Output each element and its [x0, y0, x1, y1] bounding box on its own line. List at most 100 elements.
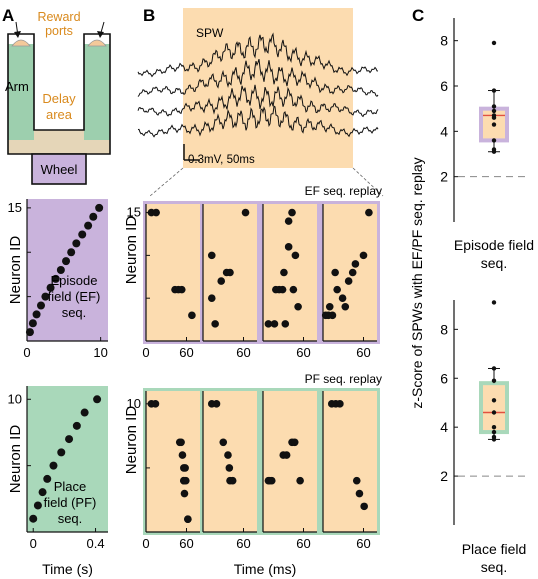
y-axis-label: Neuron ID — [7, 236, 24, 305]
scale-bar-label: 0.3mV, 50ms — [188, 154, 255, 166]
x-tick-label: 10 — [93, 345, 107, 360]
event-window — [263, 391, 317, 532]
y-tick-label: 8 — [440, 33, 448, 49]
y-tick-label: 10 — [127, 396, 141, 411]
data-point — [84, 221, 93, 230]
replay-event: 60 — [200, 201, 260, 360]
y-tick-label: 4 — [440, 419, 448, 435]
delay-label-line2: area — [46, 107, 73, 122]
x-axis-label: Time (s) — [42, 561, 93, 577]
data-point — [491, 40, 497, 46]
reward-label-line1: Reward — [37, 10, 80, 24]
spike-point — [341, 302, 350, 311]
left-arm-base — [8, 140, 34, 154]
replay-title: EF seq. replay — [305, 184, 382, 198]
data-point — [491, 149, 497, 154]
data-point — [93, 395, 102, 404]
spike-point — [267, 476, 276, 485]
y-tick-label: 2 — [440, 169, 448, 185]
annotation-line: Place — [54, 479, 87, 494]
spike-point — [152, 208, 160, 217]
spike-point — [211, 320, 219, 328]
data-point — [57, 448, 66, 457]
data-point — [29, 514, 38, 523]
spike-point — [331, 268, 339, 277]
y-tick-label: 6 — [440, 370, 448, 386]
annotation-line: seq. — [58, 511, 83, 526]
spike-point — [217, 277, 226, 285]
replay-event: 0 60 15 — [127, 201, 203, 360]
maze-diagram: Reward ports Arm Delay area Wheel — [5, 10, 111, 185]
data-point — [491, 366, 497, 371]
spike-point — [284, 217, 293, 225]
x-axis-label: seq. — [481, 255, 507, 271]
y-tick-label: 8 — [440, 321, 448, 337]
replay-event: 60 — [320, 388, 380, 551]
reward-label-line2: ports — [45, 24, 73, 38]
spike-point — [241, 208, 250, 217]
data-point — [43, 474, 52, 483]
lfp-trace — [137, 58, 379, 97]
zoom-guide-right — [352, 167, 384, 197]
data-point — [62, 257, 71, 266]
y-tick-label: 4 — [440, 123, 448, 139]
x-axis-label: Time (ms) — [234, 561, 296, 577]
replay-title: PF seq. replay — [305, 372, 382, 386]
spike-point — [333, 285, 341, 294]
data-point — [38, 488, 47, 497]
right-arm-base — [84, 140, 110, 154]
event-window — [323, 391, 377, 532]
x-tick-label: 60 — [296, 536, 310, 551]
spike-point — [328, 311, 337, 320]
replay-event: 60 — [320, 201, 380, 360]
spike-point — [278, 285, 287, 294]
event-window — [203, 391, 257, 532]
spike-point — [351, 260, 360, 268]
data-point — [56, 266, 65, 274]
zoom-guide-left — [149, 167, 184, 197]
spike-point — [288, 208, 296, 217]
annotation-line: seq. — [62, 305, 87, 320]
x-tick-label: 0 — [23, 345, 30, 360]
x-tick-label: 60 — [179, 345, 193, 360]
panel-label-c: C — [412, 6, 424, 25]
annotation-line: field (PF) — [44, 495, 97, 510]
spike-point — [177, 285, 186, 294]
spike-point — [177, 438, 185, 447]
spike-point — [338, 294, 347, 302]
data-point — [65, 435, 74, 444]
reward-port-left — [11, 39, 31, 47]
spike-point — [181, 464, 189, 472]
data-point — [491, 138, 497, 143]
data-point — [491, 108, 497, 114]
x-axis-label: Place field — [462, 541, 527, 557]
boxplot-ef-zscore: 2 4 6 8 Episode field seq. — [440, 18, 534, 271]
x-tick-label: 60 — [356, 345, 370, 360]
data-point — [25, 328, 34, 337]
event-window — [146, 204, 200, 341]
y-tick-label: 6 — [440, 78, 448, 94]
box-iqr — [483, 385, 505, 431]
spike-point — [352, 476, 361, 485]
data-point — [49, 461, 58, 470]
data-point — [67, 248, 76, 257]
spike-point — [184, 515, 192, 523]
data-point — [491, 300, 497, 305]
spike-point — [228, 476, 237, 485]
delay-area — [34, 130, 84, 154]
wheel-box — [31, 153, 87, 185]
data-point — [491, 398, 497, 403]
arrowhead-right-icon — [97, 31, 104, 38]
data-point — [80, 408, 89, 417]
plot-background — [27, 199, 108, 341]
spike-point — [336, 400, 344, 408]
data-point — [32, 310, 41, 319]
x-axis-label: seq. — [481, 559, 507, 575]
spike-point — [207, 294, 216, 302]
spike-point — [291, 251, 300, 260]
x-tick-label: 60 — [236, 536, 250, 551]
x-tick-label: 0.4 — [86, 536, 104, 551]
